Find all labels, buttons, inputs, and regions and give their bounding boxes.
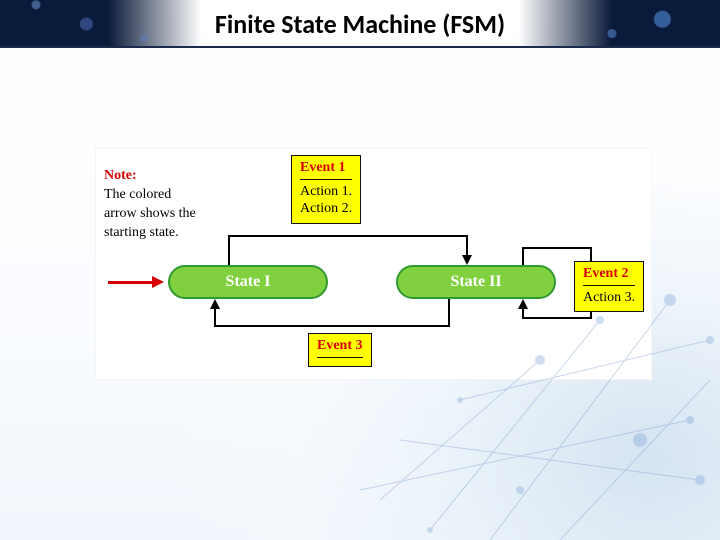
event-3-rule bbox=[317, 357, 363, 358]
edge1-seg-c bbox=[466, 235, 468, 257]
note-block: Note: The colored arrow shows the starti… bbox=[104, 167, 196, 243]
state-2: State II bbox=[396, 265, 556, 299]
event-2-box: Event 2 Action 3. bbox=[574, 261, 644, 312]
note-line-3: starting state. bbox=[104, 225, 179, 240]
edge3-seg-a bbox=[448, 299, 450, 325]
header-rule bbox=[0, 46, 720, 48]
start-arrow-shaft bbox=[108, 281, 152, 284]
edge1-seg-a bbox=[228, 235, 230, 265]
event-3-box: Event 3 bbox=[308, 333, 372, 367]
event-2-title: Event 2 bbox=[583, 265, 635, 283]
state-1-label: State I bbox=[226, 273, 271, 290]
event-1-box: Event 1 Action 1. Action 2. bbox=[291, 155, 361, 224]
state-2-label: State II bbox=[450, 273, 501, 290]
event-1-title: Event 1 bbox=[300, 159, 352, 177]
slide: Finite State Machine (FSM) Note: The col… bbox=[0, 0, 720, 540]
fsm-diagram: Note: The colored arrow shows the starti… bbox=[95, 148, 652, 380]
edge3-arrowhead bbox=[210, 299, 220, 309]
event-1-action-2: Action 2. bbox=[300, 200, 352, 218]
note-heading: Note: bbox=[104, 168, 137, 183]
event-1-action-1: Action 1. bbox=[300, 183, 352, 201]
start-arrow-head bbox=[152, 276, 164, 288]
event-2-action-1: Action 3. bbox=[583, 289, 635, 307]
event-1-rule bbox=[300, 179, 352, 180]
edge1-arrowhead bbox=[462, 255, 472, 265]
page-title: Finite State Machine (FSM) bbox=[0, 8, 720, 40]
edge2-arrowhead bbox=[518, 299, 528, 309]
edge3-seg-b bbox=[214, 325, 450, 327]
note-line-1: The colored bbox=[104, 187, 171, 202]
edge2-seg-b bbox=[522, 247, 592, 249]
event-3-title: Event 3 bbox=[317, 337, 363, 355]
edge3-seg-c bbox=[214, 307, 216, 325]
edge1-seg-b bbox=[228, 235, 468, 237]
event-2-rule bbox=[583, 285, 635, 286]
edge2-seg-a bbox=[522, 247, 524, 265]
note-line-2: arrow shows the bbox=[104, 206, 196, 221]
edge2-seg-d bbox=[522, 317, 592, 319]
state-1: State I bbox=[168, 265, 328, 299]
